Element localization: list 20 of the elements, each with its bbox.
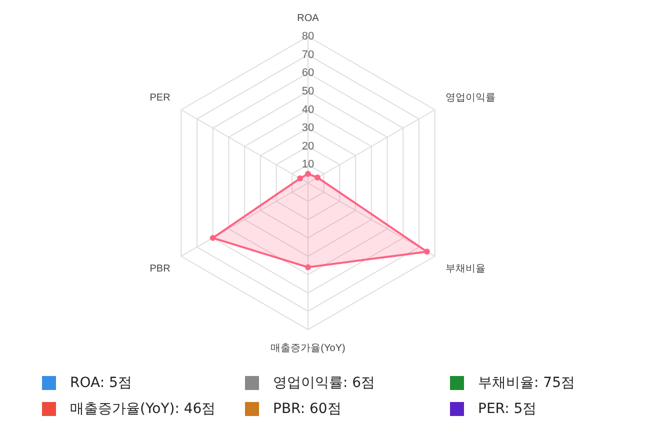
text: PER: 5점 [478, 401, 537, 417]
text: PBR: 60점 [273, 401, 342, 417]
y-tick-label: 20 [302, 140, 314, 152]
y-tick-label: 30 [302, 122, 314, 134]
y-tick-label: 60 [302, 67, 314, 80]
y-tick-label: 40 [302, 104, 314, 116]
text: 영업이익률: 6점 [273, 375, 376, 391]
y-tick-label: 80 [302, 30, 314, 43]
spoke-label: PER [150, 92, 170, 104]
text: 매출증가율(YoY): 46점 [70, 401, 216, 417]
spoke-label: ROA [297, 12, 320, 24]
y-tick-label: 50 [302, 85, 314, 98]
spoke-label: 매출증가율(YoY) [270, 342, 346, 354]
text: 부채비율: 75점 [478, 375, 575, 391]
text: ROA: 5점 [70, 375, 132, 391]
spoke-label: 부채비율 [446, 263, 486, 274]
spoke-label: PBR [150, 263, 170, 274]
y-tick-label: 70 [302, 48, 314, 61]
spoke-label: 영업이익률 [446, 92, 496, 104]
y-tick-label: 10 [302, 158, 314, 171]
